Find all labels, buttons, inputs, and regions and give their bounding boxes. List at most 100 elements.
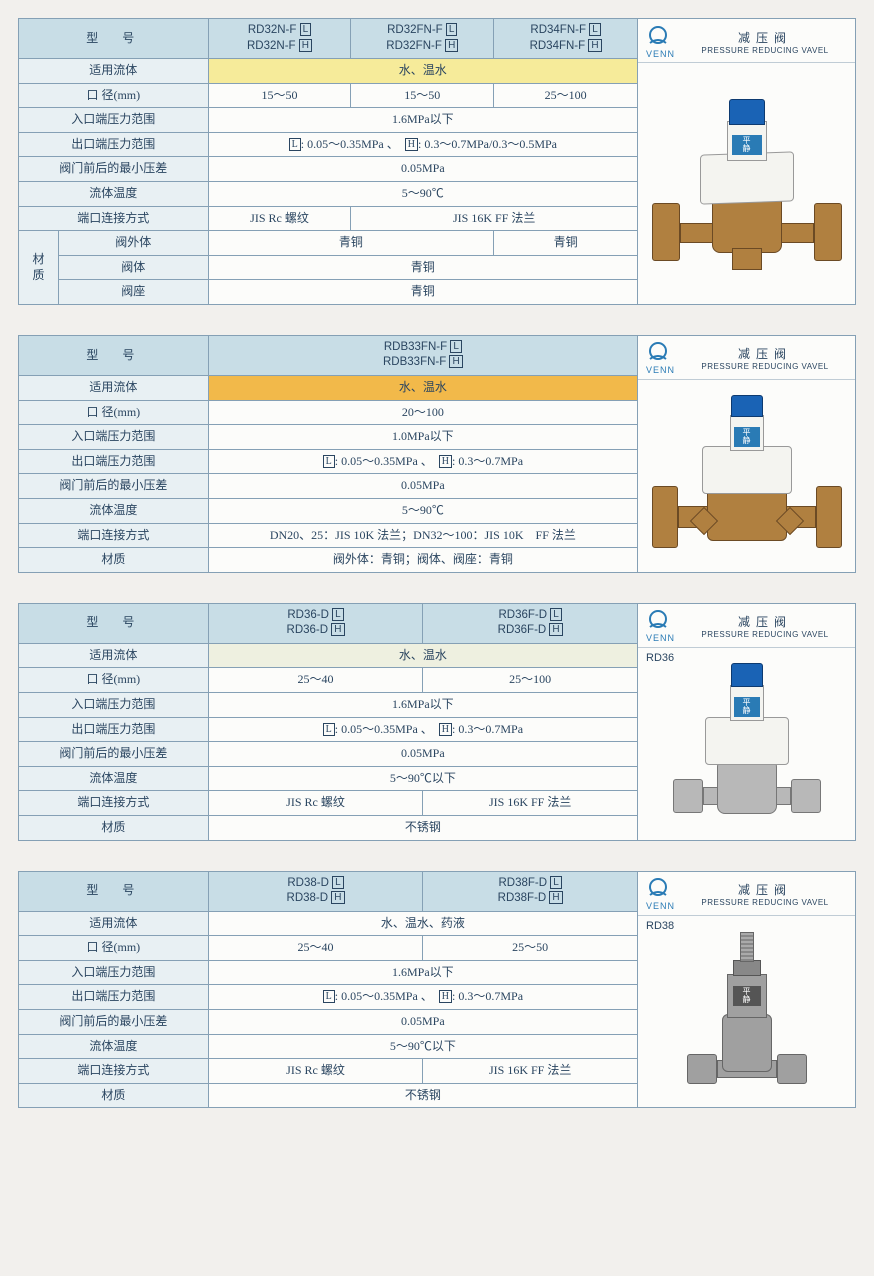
lbl-inlet: 入口端压力范围 xyxy=(19,108,209,133)
lbl-mat-body: 阀体 xyxy=(58,255,208,280)
spec-block-3: 型 号 RD36-D L RD36-D H RD36F-D L RD36F-D … xyxy=(18,603,856,841)
hdr-m1: RD36-D L RD36-D H xyxy=(208,603,423,643)
brand-title-cn: 减压阀 xyxy=(738,345,792,362)
lbl-outlet: 出口端压力范围 xyxy=(19,132,209,157)
val-outlet: L: 0.05～0.35MPa 、 H: 0.3～0.7MPa xyxy=(208,449,637,474)
lbl-temp: 流体温度 xyxy=(19,1034,209,1059)
val-bore-3: 25～100 xyxy=(494,83,638,108)
lbl-mindp: 阀门前后的最小压差 xyxy=(19,157,209,182)
product-label: RD38 xyxy=(646,920,674,932)
hdr-m2: RD32FN-F L RD32FN-F H xyxy=(351,19,494,59)
venn-logo-icon xyxy=(646,341,670,365)
brand-title-en: PRESSURE REDUCING VAVEL xyxy=(701,898,828,907)
val-mat: 阀外体：青铜；阀体、阀座：青铜 xyxy=(208,548,637,573)
val-conn-2: JIS 16K FF 法兰 xyxy=(423,1059,638,1084)
spec-table-4: 型 号 RD38-D L RD38-D H RD38F-D L RD38F-D … xyxy=(18,871,638,1109)
lbl-mat: 材质 xyxy=(19,1083,209,1108)
venn-logo-icon xyxy=(646,25,670,49)
lbl-mat: 材质 xyxy=(19,548,209,573)
val-bore-1: 15～50 xyxy=(208,83,351,108)
val-conn: DN20、25：JIS 10K 法兰；DN32～100：JIS 10K FF 法… xyxy=(208,523,637,548)
spec-block-4: 型 号 RD38-D L RD38-D H RD38F-D L RD38F-D … xyxy=(18,871,856,1109)
hdr-m: RDB33FN-F L RDB33FN-F H xyxy=(208,335,637,375)
image-col-2: VENN 减压阀 PRESSURE REDUCING VAVEL 平静 xyxy=(638,335,856,573)
hdr-model: 型 号 xyxy=(19,19,209,59)
val-temp: 5～90℃以下 xyxy=(208,1034,637,1059)
val-conn-2: JIS 16K FF 法兰 xyxy=(423,791,638,816)
val-mat-outer-2: 青铜 xyxy=(494,231,638,256)
lbl-inlet: 入口端压力范围 xyxy=(19,425,209,450)
brand-name: VENN xyxy=(646,901,675,911)
spec-block-2: 型 号 RDB33FN-F L RDB33FN-F H 适用流体 水、温水 口 … xyxy=(18,335,856,573)
image-col-3: VENN 减压阀 PRESSURE REDUCING VAVEL RD36 平静 xyxy=(638,603,856,841)
lbl-inlet: 入口端压力范围 xyxy=(19,692,209,717)
brand-title-en: PRESSURE REDUCING VAVEL xyxy=(701,46,828,55)
val-conn-2: JIS 16K FF 法兰 xyxy=(351,206,638,231)
hdr-model: 型 号 xyxy=(19,603,209,643)
val-temp: 5～90℃ xyxy=(208,182,637,207)
lbl-conn: 端口连接方式 xyxy=(19,523,209,548)
lbl-bore: 口 径(mm) xyxy=(19,83,209,108)
val-bore-1: 25～40 xyxy=(208,936,423,961)
val-conn-1: JIS Rc 螺纹 xyxy=(208,791,423,816)
lbl-mat-outer: 阀外体 xyxy=(58,231,208,256)
val-inlet: 1.0MPa以下 xyxy=(208,425,637,450)
val-inlet: 1.6MPa以下 xyxy=(208,960,637,985)
val-conn-1: JIS Rc 螺纹 xyxy=(208,1059,423,1084)
brand-title-cn: 减压阀 xyxy=(738,613,792,630)
lbl-mat-seat: 阀座 xyxy=(58,280,208,305)
hdr-m1: RD32N-F L RD32N-F H xyxy=(208,19,351,59)
brand-name: VENN xyxy=(646,365,675,375)
venn-logo-icon xyxy=(646,877,670,901)
lbl-mat-v: 材质 xyxy=(19,231,59,305)
val-temp: 5～90℃ xyxy=(208,498,637,523)
lbl-mindp: 阀门前后的最小压差 xyxy=(19,474,209,499)
lbl-temp: 流体温度 xyxy=(19,182,209,207)
val-mindp: 0.05MPa xyxy=(208,157,637,182)
spec-table-2: 型 号 RDB33FN-F L RDB33FN-F H 适用流体 水、温水 口 … xyxy=(18,335,638,573)
lbl-bore: 口 径(mm) xyxy=(19,668,209,693)
val-mat-body: 青铜 xyxy=(208,255,637,280)
lbl-fluid: 适用流体 xyxy=(19,643,209,668)
product-image-3: RD36 平静 xyxy=(638,648,855,840)
lbl-mindp: 阀门前后的最小压差 xyxy=(19,742,209,767)
val-mindp: 0.05MPa xyxy=(208,742,637,767)
brand-row: VENN 减压阀 PRESSURE REDUCING VAVEL xyxy=(638,19,855,63)
val-mat: 不锈钢 xyxy=(208,815,637,840)
val-inlet: 1.6MPa以下 xyxy=(208,692,637,717)
lbl-outlet: 出口端压力范围 xyxy=(19,449,209,474)
val-bore-2: 25～50 xyxy=(423,936,638,961)
brand-row: VENN 减压阀 PRESSURE REDUCING VAVEL xyxy=(638,872,855,916)
lbl-bore: 口 径(mm) xyxy=(19,400,209,425)
val-outlet: L: 0.05～0.35MPa 、 H: 0.3～0.7MPa/0.3～0.5M… xyxy=(208,132,637,157)
val-inlet: 1.6MPa以下 xyxy=(208,108,637,133)
lbl-temp: 流体温度 xyxy=(19,766,209,791)
brand-row: VENN 减压阀 PRESSURE REDUCING VAVEL xyxy=(638,336,855,380)
lbl-conn: 端口连接方式 xyxy=(19,1059,209,1084)
val-mindp: 0.05MPa xyxy=(208,1009,637,1034)
lbl-inlet: 入口端压力范围 xyxy=(19,960,209,985)
lbl-temp: 流体温度 xyxy=(19,498,209,523)
val-bore-2: 25～100 xyxy=(423,668,638,693)
lbl-conn: 端口连接方式 xyxy=(19,791,209,816)
hdr-m2: RD36F-D L RD36F-D H xyxy=(423,603,638,643)
val-temp: 5～90℃以下 xyxy=(208,766,637,791)
lbl-fluid: 适用流体 xyxy=(19,59,209,84)
val-outlet: L: 0.05～0.35MPa 、 H: 0.3～0.7MPa xyxy=(208,717,637,742)
val-outlet: L: 0.05～0.35MPa 、 H: 0.3～0.7MPa xyxy=(208,985,637,1010)
val-mat-outer-1: 青铜 xyxy=(208,231,494,256)
product-image-1: 平静 xyxy=(638,63,855,304)
hdr-m3: RD34FN-F L RD34FN-F H xyxy=(494,19,638,59)
val-bore: 20～100 xyxy=(208,400,637,425)
val-fluid: 水、温水 xyxy=(208,59,637,84)
val-bore-2: 15～50 xyxy=(351,83,494,108)
lbl-bore: 口 径(mm) xyxy=(19,936,209,961)
lbl-mindp: 阀门前后的最小压差 xyxy=(19,1009,209,1034)
venn-logo-icon xyxy=(646,609,670,633)
lbl-fluid: 适用流体 xyxy=(19,911,209,936)
lbl-fluid: 适用流体 xyxy=(19,376,209,401)
spec-table-1: 型 号 RD32N-F L RD32N-F H RD32FN-F L RD32F… xyxy=(18,18,638,305)
lbl-outlet: 出口端压力范围 xyxy=(19,985,209,1010)
brand-name: VENN xyxy=(646,633,675,643)
val-fluid: 水、温水 xyxy=(208,376,637,401)
